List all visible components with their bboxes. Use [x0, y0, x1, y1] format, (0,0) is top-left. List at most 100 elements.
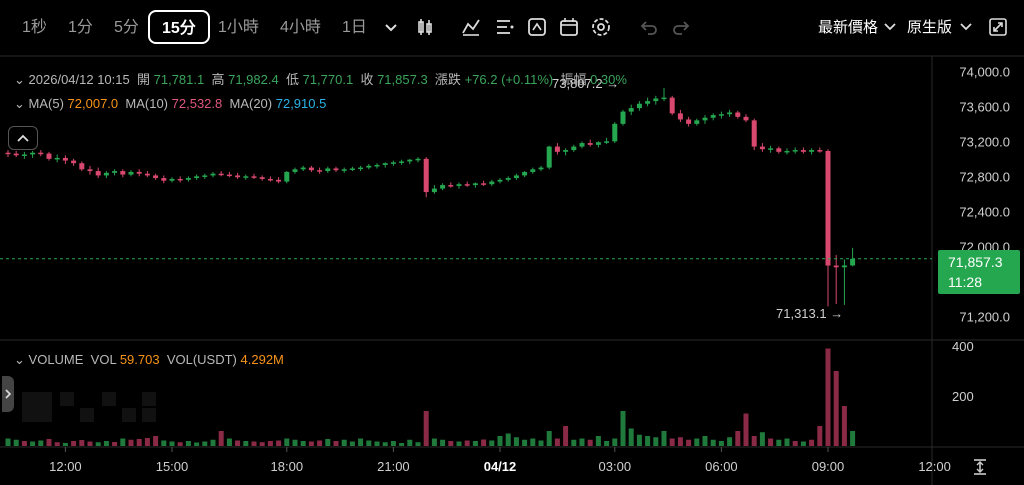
candle: [431, 185, 437, 194]
volume-bar: [833, 371, 839, 446]
volume-title: VOLUME: [28, 352, 84, 367]
undo-icon[interactable]: [638, 16, 660, 38]
chart-mode-select[interactable]: 原生版: [907, 19, 953, 36]
volume-bar: [358, 438, 364, 446]
timeframe-1s[interactable]: 1秒: [22, 19, 47, 36]
open-label: 開: [136, 72, 150, 87]
timeframe-5m[interactable]: 5分: [114, 19, 139, 36]
candle: [423, 157, 429, 198]
candle: [612, 122, 618, 144]
candle-body: [702, 117, 708, 121]
vol-usdt-value: 4.292M: [240, 352, 284, 367]
candle: [604, 137, 610, 144]
volume-bar: [530, 438, 536, 446]
candle-body: [776, 148, 782, 152]
collapse-legend-button[interactable]: [8, 126, 38, 150]
candle-type-icon[interactable]: [414, 16, 436, 38]
candle-body: [136, 171, 142, 174]
calendar-icon[interactable]: [558, 16, 580, 38]
volume-bar: [13, 439, 19, 446]
volume-bar: [71, 441, 77, 446]
indicator-icon[interactable]: [460, 16, 482, 38]
volume-bar: [21, 441, 27, 446]
price-type-select[interactable]: 最新價格: [818, 19, 879, 36]
timeframe-15m[interactable]: 15分: [148, 10, 210, 44]
chevron-down-icon[interactable]: [958, 18, 974, 34]
settings-icon[interactable]: [590, 16, 612, 38]
volume-bar: [300, 441, 306, 446]
chevron-down-icon[interactable]: [380, 16, 402, 38]
low-marker-label: 71,313.1 →: [776, 306, 843, 321]
drawing-tools-icon[interactable]: [494, 16, 516, 38]
candle-body: [54, 157, 60, 160]
timeframe-4h[interactable]: 4小時: [280, 19, 321, 36]
chevron-right-icon: [5, 389, 12, 399]
candle: [317, 167, 323, 174]
candle-body: [38, 152, 44, 155]
volume-bar: [284, 438, 290, 446]
candle: [751, 118, 757, 151]
volume-bar: [243, 441, 249, 446]
volume-bar: [472, 441, 478, 446]
volume-bar: [120, 438, 126, 446]
candle: [661, 87, 667, 102]
chevron-down-icon[interactable]: ⌄: [14, 96, 25, 111]
volume-bar: [841, 406, 847, 446]
candle-body: [809, 150, 815, 152]
volume-bar: [226, 438, 232, 446]
candle-body: [768, 148, 774, 150]
candle: [226, 171, 232, 178]
volume-bar: [349, 441, 355, 446]
time-axis-tick: 15:00: [156, 459, 189, 474]
ma-legend: ⌄ MA(5) 72,007.0 MA(10) 72,532.8 MA(20) …: [14, 96, 326, 112]
candle-body: [292, 169, 298, 172]
candle: [71, 158, 77, 166]
chevron-down-icon[interactable]: ⌄: [14, 72, 25, 87]
scale-reset-icon[interactable]: [974, 459, 986, 475]
volume-bar: [46, 439, 52, 446]
candle: [341, 167, 347, 173]
side-panel-toggle[interactable]: [2, 376, 14, 412]
volume-bar: [308, 441, 314, 446]
chevron-down-icon[interactable]: ⌄: [14, 352, 25, 367]
volume-bar: [87, 441, 93, 446]
volume-bar: [456, 441, 462, 446]
candle: [284, 171, 290, 184]
candle-body: [677, 113, 683, 120]
candle-body: [571, 146, 577, 151]
candle-body: [390, 162, 396, 164]
volume-bar: [735, 431, 741, 446]
candle: [243, 174, 249, 180]
candle: [727, 109, 733, 117]
high-marker-label: 73,807.2 →: [552, 76, 619, 91]
volume-bar: [513, 437, 519, 446]
volume-bar: [538, 440, 544, 446]
candle: [579, 141, 585, 149]
volume-bar: [759, 432, 765, 446]
volume-bar: [407, 439, 413, 446]
candle: [768, 145, 774, 153]
candle-body: [751, 120, 757, 147]
candle: [694, 118, 700, 126]
template-icon[interactable]: [526, 16, 548, 38]
timeframe-1d[interactable]: 1日: [342, 19, 367, 36]
timeframe-1h[interactable]: 1小時: [218, 19, 259, 36]
chevron-down-icon[interactable]: [882, 18, 898, 34]
volume-bar: [267, 441, 273, 446]
candle: [177, 176, 183, 183]
timeframe-1m[interactable]: 1分: [68, 19, 93, 36]
candle: [103, 171, 109, 179]
candle-body: [759, 146, 765, 150]
volume-bar: [768, 438, 774, 446]
fullscreen-icon[interactable]: [988, 17, 1008, 37]
candle-body: [636, 103, 642, 109]
redo-icon[interactable]: [670, 16, 692, 38]
candle: [161, 175, 167, 184]
volume-bar: [448, 441, 454, 446]
candle: [587, 139, 593, 147]
volume-bar: [751, 436, 757, 446]
candle: [850, 247, 856, 267]
volume-legend: ⌄ VOLUME VOL 59.703 VOL(USDT) 4.292M: [14, 352, 284, 368]
volume-bar: [718, 441, 724, 446]
